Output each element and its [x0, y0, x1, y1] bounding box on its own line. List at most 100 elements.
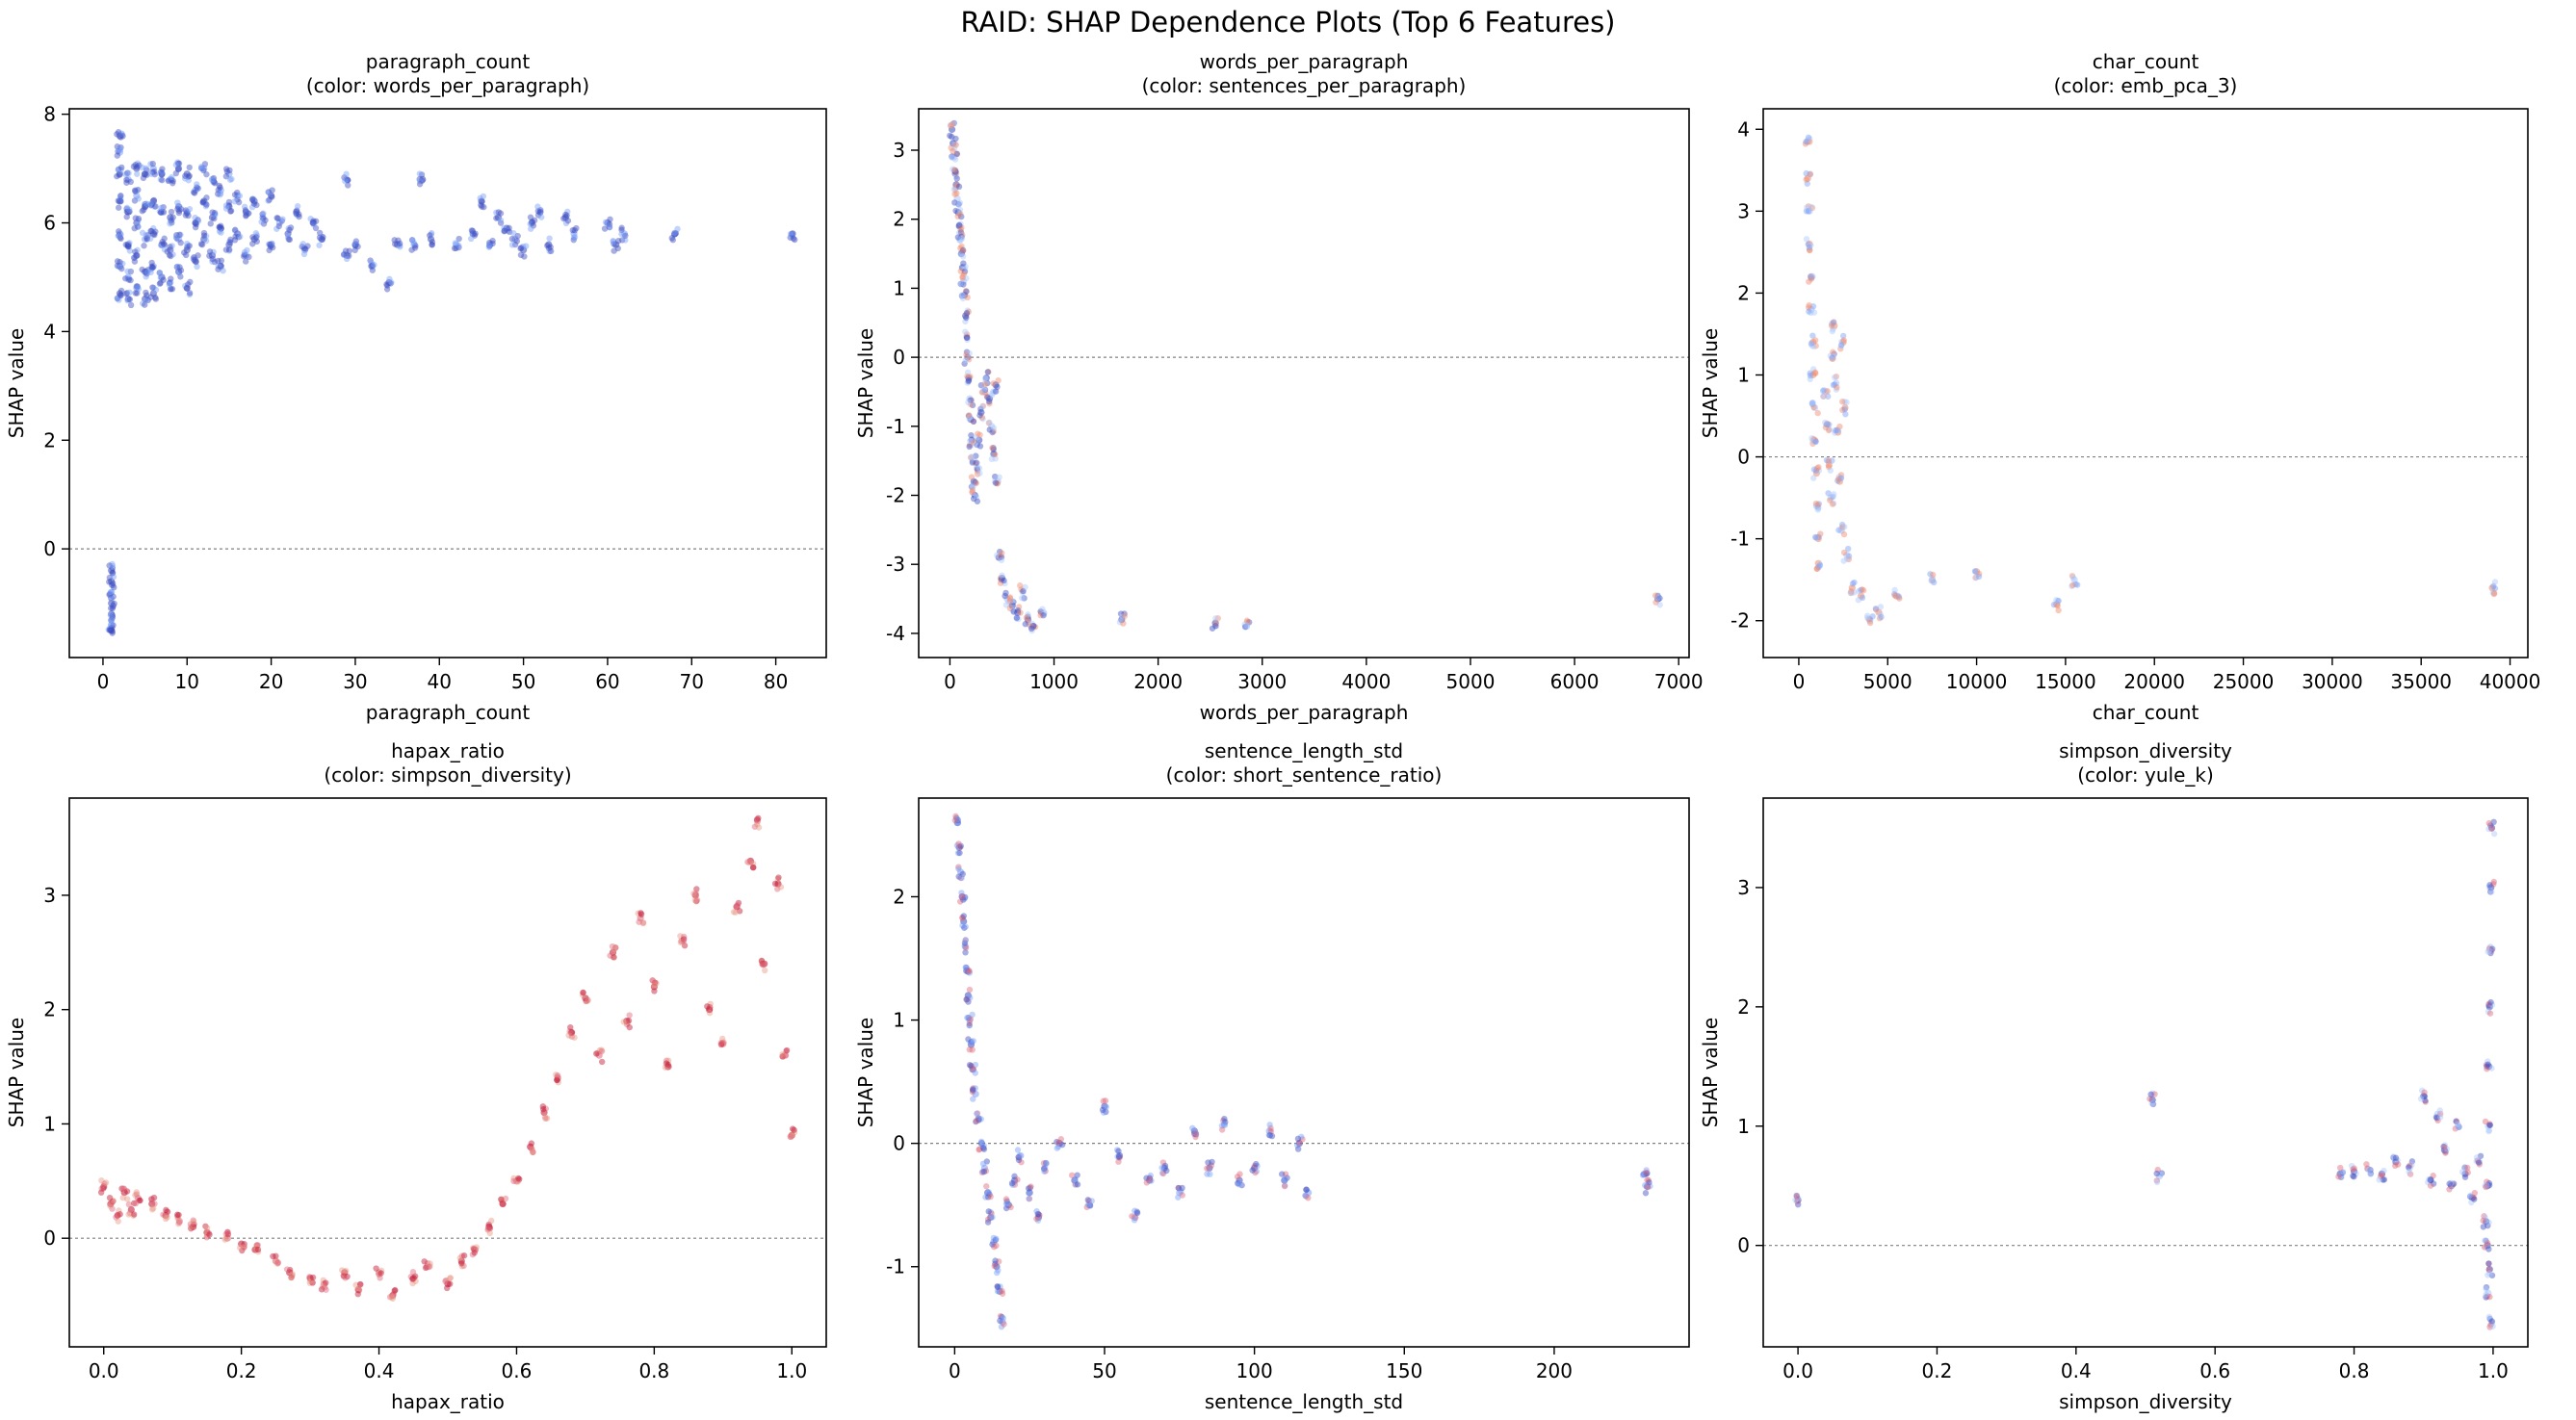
scatter-point-density	[970, 1066, 977, 1073]
scatter-point-density	[580, 989, 586, 996]
scatter-point-density	[2351, 1165, 2357, 1172]
scatter-point	[410, 241, 418, 248]
scatter-point-density	[174, 1215, 181, 1222]
scatter-point-density	[967, 454, 975, 461]
scatter-point-density	[1040, 611, 1047, 619]
scatter-point-density	[1175, 1184, 1183, 1192]
scatter-point-density	[1054, 1145, 1060, 1151]
scatter-point-density	[967, 994, 974, 1001]
scatter-point-density	[1133, 1208, 1140, 1215]
scatter-point	[183, 284, 191, 292]
scatter-point-density	[473, 1244, 480, 1251]
scatter-point-density	[961, 268, 969, 275]
scatter-point-density	[986, 426, 993, 433]
scatter-point-density	[391, 237, 398, 244]
scatter-point-density	[1207, 1171, 1213, 1177]
scatter-point-density	[2485, 1058, 2491, 1065]
scatter-point-density	[611, 241, 617, 247]
scatter-point	[1839, 338, 1847, 347]
scatter-point-density	[970, 495, 977, 503]
scatter-point-density	[957, 842, 964, 849]
scatter-point-density	[198, 241, 206, 248]
scatter-point	[174, 202, 183, 211]
scatter-point-density	[979, 402, 987, 409]
scatter-point-density	[1158, 1170, 1166, 1176]
scatter-point-density	[1809, 273, 1816, 280]
scatter-point-density	[307, 1278, 314, 1284]
scatter-point	[234, 230, 242, 238]
x-axis-label: char_count	[2093, 701, 2199, 724]
x-tick-label: 0.8	[2339, 1359, 2370, 1382]
scatter-point-density	[984, 1216, 992, 1223]
scatter-point-density	[1236, 1181, 1242, 1188]
scatter-point-density	[2335, 1174, 2342, 1180]
scatter-point-density	[992, 473, 999, 480]
scatter-point-density	[664, 1061, 671, 1069]
x-tick-label: 0.2	[226, 1359, 257, 1382]
scatter-point-density	[1296, 1139, 1303, 1147]
scatter-point	[985, 395, 994, 402]
scatter-point-density	[1014, 1147, 1022, 1153]
scatter-point-density	[1034, 1217, 1042, 1224]
scatter-point-density	[134, 290, 141, 297]
scatter-point-density	[172, 233, 180, 241]
scatter-point-density	[2448, 1179, 2455, 1186]
scatter-point-density	[1013, 614, 1021, 621]
scatter-point-density	[222, 202, 230, 209]
scatter-point-density	[1829, 320, 1835, 327]
scatter-point-density	[649, 977, 657, 984]
scatter-point-density	[309, 1279, 316, 1286]
scatter-point-density	[1025, 618, 1031, 625]
scatter-point-density	[949, 120, 956, 128]
scatter-point-density	[1007, 1203, 1014, 1211]
scatter-point	[1866, 617, 1874, 625]
scatter-point-density	[514, 232, 521, 240]
scatter-point	[142, 235, 149, 244]
scatter-point-density	[950, 166, 956, 172]
scatter-point-density	[975, 430, 981, 437]
scatter-point-density	[287, 224, 295, 231]
scatter-point	[1643, 1182, 1652, 1191]
scatter-point	[158, 273, 166, 281]
scatter-point-density	[1036, 1212, 1043, 1219]
scatter-point-density	[1810, 403, 1817, 411]
scatter-point-density	[602, 219, 610, 226]
scatter-point-density	[447, 1275, 455, 1281]
scatter-point-density	[340, 1273, 348, 1279]
scatter-point-density	[160, 276, 167, 283]
scatter-point-density	[984, 394, 991, 400]
scatter-point-density	[2461, 1164, 2468, 1171]
scatter-point-density	[955, 221, 963, 228]
scatter-point-density	[958, 250, 965, 258]
scatter-point-density	[2483, 1237, 2489, 1245]
scatter-point-density	[426, 1263, 432, 1271]
scatter-point-density	[109, 616, 116, 623]
scatter-point-density	[269, 194, 275, 200]
scatter-point-density	[202, 237, 210, 245]
scatter-point-density	[1972, 574, 1979, 581]
scatter-point-density	[231, 237, 239, 244]
scatter-point-density	[2463, 1164, 2471, 1172]
scatter-point-density	[202, 1223, 209, 1229]
scatter-point-density	[988, 1210, 995, 1217]
x-tick-label: 5000	[1863, 670, 1912, 693]
y-tick-label: 2	[1737, 995, 1750, 1019]
scatter-point	[1814, 559, 1822, 567]
scatter-point-density	[212, 211, 219, 219]
scatter-point-density	[1928, 578, 1935, 584]
scatter-point-density	[1971, 568, 1979, 575]
scatter-point-density	[390, 1290, 397, 1298]
scatter-point	[385, 278, 393, 287]
scatter-point-density	[1116, 619, 1124, 626]
scatter-point-density	[680, 938, 688, 944]
scatter-point-density	[122, 275, 129, 282]
scatter-point	[969, 1066, 976, 1073]
scatter-point	[2392, 1158, 2400, 1166]
scatter-point-density	[187, 1221, 195, 1227]
scatter-point-density	[959, 231, 966, 239]
scatter-point-density	[1159, 1170, 1167, 1177]
scatter-point-density	[1072, 1180, 1080, 1188]
x-axis-label: words_per_paragraph	[1200, 701, 1409, 724]
scatter-point-density	[283, 1266, 291, 1273]
scatter-point	[120, 1189, 128, 1197]
